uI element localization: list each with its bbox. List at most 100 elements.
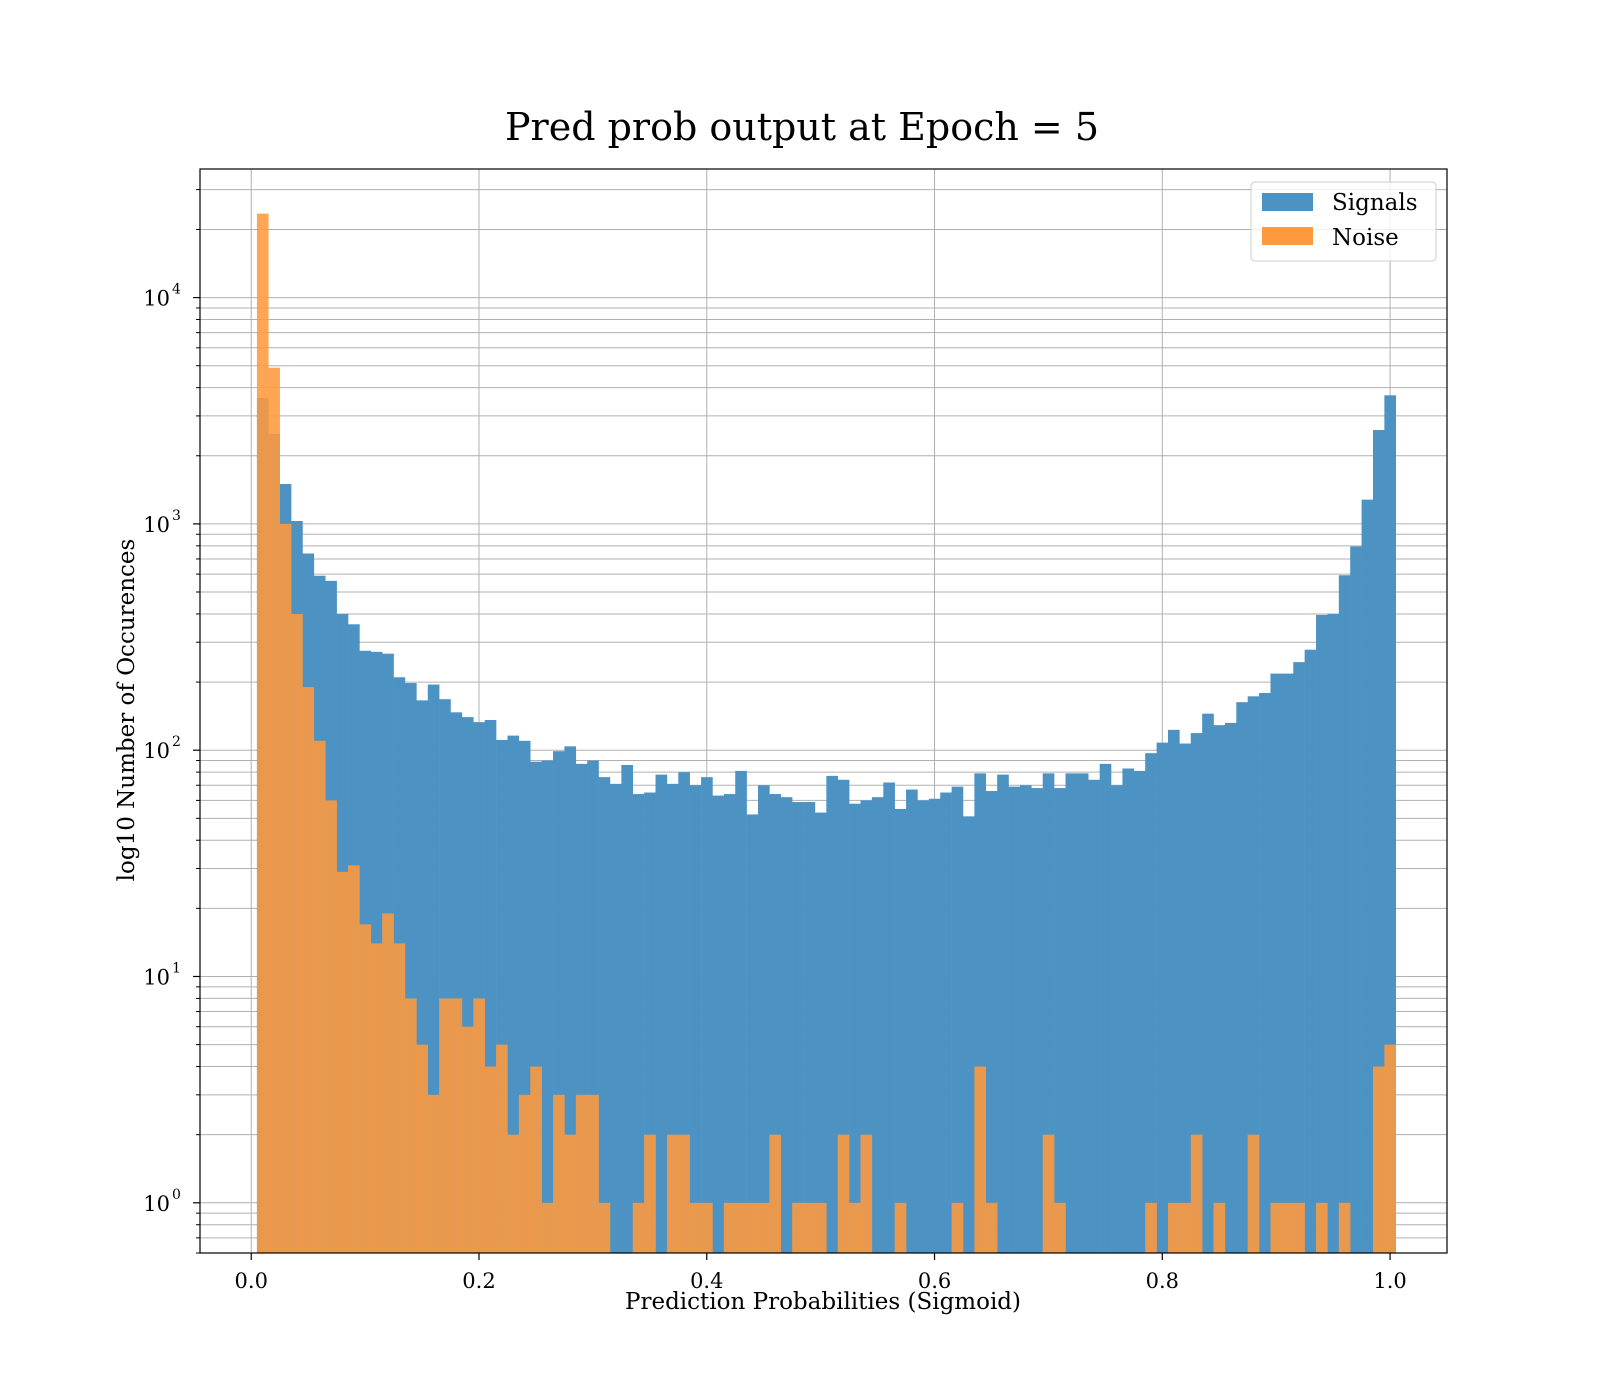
signals-bar bbox=[621, 765, 633, 1253]
signals-bar bbox=[541, 760, 554, 1253]
y-tick-exponent: 0 bbox=[172, 1187, 181, 1203]
signals-bar bbox=[427, 684, 440, 1253]
signals-bar bbox=[894, 808, 907, 1253]
signals-bar bbox=[1042, 773, 1055, 1253]
signals-bar bbox=[1304, 649, 1317, 1253]
y-tick-label: 10 bbox=[143, 965, 170, 989]
noise-bar bbox=[1179, 1202, 1192, 1253]
signals-bar bbox=[837, 779, 850, 1253]
noise-bar bbox=[985, 1202, 998, 1253]
y-axis-label: log10 Number of Occurences bbox=[114, 539, 140, 882]
noise-bar bbox=[860, 1134, 873, 1253]
noise-bar bbox=[644, 1134, 656, 1253]
signals-bar bbox=[1111, 785, 1123, 1253]
noise-bar bbox=[439, 998, 451, 1253]
noise-bar bbox=[746, 1202, 759, 1253]
noise-bar bbox=[382, 913, 394, 1253]
noise-bar bbox=[587, 1094, 599, 1253]
signals-bar bbox=[906, 789, 918, 1253]
signals-bar bbox=[666, 783, 679, 1253]
signals-bar bbox=[1167, 729, 1180, 1253]
signals-bar bbox=[746, 814, 759, 1253]
signals-bar bbox=[1145, 753, 1157, 1253]
noise-bar bbox=[1384, 1044, 1397, 1253]
noise-bar bbox=[598, 1202, 611, 1253]
x-tick-label: 0.2 bbox=[462, 1269, 495, 1293]
noise-bar bbox=[1316, 1202, 1328, 1253]
signals-bar bbox=[461, 717, 474, 1253]
chart-title: Pred prob output at Epoch = 5 bbox=[505, 105, 1099, 149]
x-tick-label: 0.8 bbox=[1146, 1269, 1179, 1293]
signals-bar bbox=[701, 777, 713, 1253]
signals-bar bbox=[655, 774, 668, 1253]
signals-bar bbox=[928, 798, 941, 1253]
noise-bar bbox=[723, 1202, 736, 1253]
y-tick-label: 10 bbox=[143, 1192, 170, 1216]
signals-bar bbox=[735, 770, 747, 1253]
signals-bar bbox=[609, 783, 622, 1253]
signals-bar bbox=[1247, 696, 1260, 1253]
x-tick-label: 0.4 bbox=[690, 1269, 723, 1293]
noise-bar bbox=[1247, 1134, 1260, 1253]
noise-bar bbox=[553, 1094, 565, 1253]
signals-bar bbox=[473, 722, 485, 1253]
signals-bar bbox=[1031, 788, 1043, 1253]
noise-bar bbox=[518, 1094, 531, 1253]
legend: Signals Noise bbox=[1250, 181, 1437, 262]
signals-bar bbox=[1019, 785, 1032, 1253]
signals-bar bbox=[553, 751, 565, 1253]
signals-bar bbox=[814, 812, 827, 1253]
noise-bar bbox=[507, 1134, 520, 1253]
signals-bar bbox=[769, 794, 782, 1253]
noise-bar bbox=[1281, 1202, 1294, 1253]
x-tick-label: 1.0 bbox=[1373, 1269, 1406, 1293]
signals-bar bbox=[997, 774, 1009, 1253]
plot-area-frame bbox=[199, 168, 1448, 1254]
signals-bar bbox=[1133, 770, 1146, 1253]
signals-bar bbox=[792, 802, 804, 1253]
noise-bar bbox=[404, 998, 417, 1253]
noise-bar bbox=[450, 998, 463, 1253]
signals-bar bbox=[1372, 429, 1385, 1254]
signals-bar bbox=[507, 735, 520, 1253]
signals-bar bbox=[849, 803, 861, 1253]
noise-bar bbox=[678, 1134, 690, 1253]
signals-bar bbox=[1327, 613, 1340, 1253]
signals-bar bbox=[1293, 662, 1305, 1253]
noise-bar bbox=[894, 1202, 907, 1253]
signals-bar bbox=[883, 782, 895, 1253]
signals-bar bbox=[963, 816, 975, 1253]
signals-bar bbox=[530, 761, 542, 1253]
noise-bar bbox=[769, 1134, 782, 1253]
signals-bar bbox=[416, 700, 429, 1253]
signals-bar bbox=[917, 800, 930, 1253]
noise-bar bbox=[370, 943, 383, 1253]
noise-bar bbox=[325, 800, 337, 1253]
legend-label-signals: Signals bbox=[1332, 190, 1418, 216]
noise-bars bbox=[256, 213, 1397, 1254]
noise-bar bbox=[689, 1202, 702, 1253]
noise-bar bbox=[575, 1094, 588, 1253]
signals-bar bbox=[1270, 673, 1283, 1253]
signals-bar bbox=[644, 792, 656, 1253]
y-tick-label: 10 bbox=[143, 287, 170, 311]
noise-bar bbox=[313, 740, 326, 1253]
noise-bar bbox=[792, 1202, 804, 1253]
noise-bar bbox=[666, 1134, 679, 1253]
signals-bar bbox=[1122, 768, 1135, 1253]
signals-bar bbox=[1088, 779, 1100, 1253]
noise-bar bbox=[803, 1202, 816, 1253]
signals-bar bbox=[1259, 692, 1271, 1253]
signals-bar bbox=[1281, 673, 1294, 1253]
signals-bar bbox=[450, 712, 463, 1253]
noise-bar bbox=[416, 1044, 429, 1253]
noise-bar bbox=[837, 1134, 850, 1253]
y-tick-exponent: 2 bbox=[172, 734, 181, 750]
x-tick-label: 0.6 bbox=[918, 1269, 951, 1293]
noise-bar bbox=[1167, 1202, 1180, 1253]
signals-bar bbox=[1065, 773, 1078, 1253]
signals-bar bbox=[826, 775, 838, 1253]
signals-bar bbox=[632, 794, 645, 1253]
noise-bar bbox=[1145, 1202, 1157, 1253]
